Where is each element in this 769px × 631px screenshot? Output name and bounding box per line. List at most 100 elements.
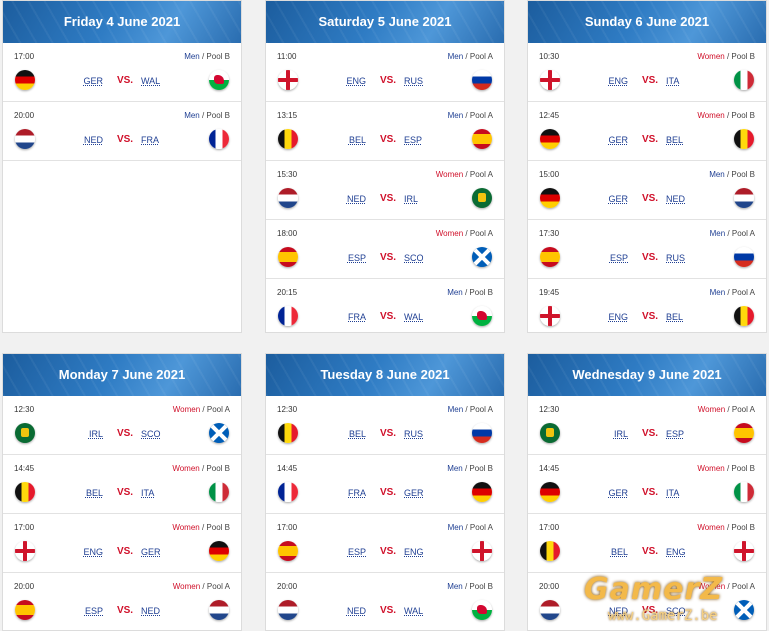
vs-label: VS.: [641, 134, 659, 145]
match-row[interactable]: 12:45 Women / Pool B GER VS. BEL: [528, 102, 766, 161]
away-team[interactable]: ITA: [666, 76, 680, 86]
home-team[interactable]: IRL: [88, 429, 103, 439]
vs-label: VS.: [641, 193, 659, 204]
match-row[interactable]: 12:30 Women / Pool A IRL VS. ESP: [528, 396, 766, 455]
away-flag-icon: [472, 482, 492, 502]
home-team[interactable]: GER: [608, 135, 628, 145]
vs-label: VS.: [379, 311, 397, 322]
home-team[interactable]: FRA: [348, 488, 366, 498]
home-team[interactable]: ENG: [346, 76, 366, 86]
away-team[interactable]: NED: [666, 194, 686, 204]
match-row[interactable]: 20:00 Men / Pool B NED VS. FRA: [3, 102, 241, 161]
home-flag-icon: [278, 188, 298, 208]
match-row[interactable]: 17:00 Men / Pool A ESP VS. ENG: [266, 514, 504, 573]
home-team[interactable]: ESP: [84, 606, 103, 616]
day-title: Monday 7 June 2021: [3, 354, 241, 396]
away-team[interactable]: IRL: [404, 194, 419, 204]
away-team[interactable]: RUS: [404, 429, 424, 439]
away-team[interactable]: SCO: [666, 606, 686, 616]
day-card-saturday: Saturday 5 June 2021 11:00 Men / Pool A EN…: [265, 0, 505, 333]
away-flag-icon: [472, 600, 492, 620]
away-team[interactable]: BEL: [666, 312, 684, 322]
away-team[interactable]: RUS: [666, 253, 686, 263]
home-team[interactable]: GER: [83, 76, 103, 86]
away-team[interactable]: ENG: [404, 547, 424, 557]
match-row[interactable]: 17:00 Men / Pool B GER VS. WAL: [3, 43, 241, 102]
vs-label: VS.: [641, 546, 659, 557]
match-row[interactable]: 12:30 Men / Pool A BEL VS. RUS: [266, 396, 504, 455]
match-category: Men / Pool B: [447, 464, 493, 473]
home-team[interactable]: IRL: [613, 429, 628, 439]
match-row[interactable]: 20:15 Men / Pool B FRA VS. WAL: [266, 279, 504, 332]
vs-label: VS.: [379, 428, 397, 439]
home-flag-icon: [278, 482, 298, 502]
match-row[interactable]: 13:15 Men / Pool A BEL VS. ESP: [266, 102, 504, 161]
match-row[interactable]: 14:45 Women / Pool B BEL VS. ITA: [3, 455, 241, 514]
home-team[interactable]: BEL: [348, 429, 366, 439]
match-row[interactable]: 15:00 Men / Pool B GER VS. NED: [528, 161, 766, 220]
away-team[interactable]: BEL: [666, 135, 684, 145]
away-flag-icon: [209, 70, 229, 90]
away-flag-icon: [734, 188, 754, 208]
match-row[interactable]: 20:00 Women / Pool A NED VS. SCO: [528, 573, 766, 630]
away-team[interactable]: SCO: [404, 253, 424, 263]
vs-label: VS.: [379, 605, 397, 616]
home-flag-icon: [15, 541, 35, 561]
home-team[interactable]: NED: [83, 135, 103, 145]
match-gender: Women: [697, 52, 725, 61]
match-row[interactable]: 20:00 Women / Pool A ESP VS. NED: [3, 573, 241, 630]
away-team[interactable]: FRA: [141, 135, 159, 145]
match-gender: Men: [709, 288, 726, 297]
away-team[interactable]: ITA: [141, 488, 155, 498]
match-row[interactable]: 17:00 Women / Pool B ENG VS. GER: [3, 514, 241, 573]
away-team[interactable]: RUS: [404, 76, 424, 86]
match-row[interactable]: 10:30 Women / Pool B ENG VS. ITA: [528, 43, 766, 102]
away-team[interactable]: SCO: [141, 429, 161, 439]
away-team[interactable]: WAL: [404, 312, 424, 322]
match-category: Men / Pool B: [184, 111, 230, 120]
home-team[interactable]: BEL: [610, 547, 628, 557]
home-team[interactable]: FRA: [348, 312, 366, 322]
home-team[interactable]: ESP: [347, 547, 366, 557]
home-team[interactable]: GER: [608, 194, 628, 204]
match-row[interactable]: 17:30 Men / Pool A ESP VS. RUS: [528, 220, 766, 279]
match-row[interactable]: 18:00 Women / Pool A ESP VS. SCO: [266, 220, 504, 279]
match-gender: Men: [447, 111, 464, 120]
match-gender: Men: [447, 52, 464, 61]
away-team[interactable]: GER: [404, 488, 424, 498]
match-row[interactable]: 19:45 Men / Pool A ENG VS. BEL: [528, 279, 766, 332]
away-flag-icon: [734, 600, 754, 620]
match-time: 12:30: [14, 405, 35, 414]
home-team[interactable]: ENG: [83, 547, 103, 557]
away-team[interactable]: ENG: [666, 547, 686, 557]
away-team[interactable]: WAL: [141, 76, 161, 86]
home-team[interactable]: ENG: [608, 76, 628, 86]
away-team[interactable]: ITA: [666, 488, 680, 498]
match-row[interactable]: 11:00 Men / Pool A ENG VS. RUS: [266, 43, 504, 102]
vs-label: VS.: [641, 487, 659, 498]
away-team[interactable]: GER: [141, 547, 161, 557]
home-team[interactable]: BEL: [348, 135, 366, 145]
home-team[interactable]: ESP: [347, 253, 366, 263]
away-team[interactable]: NED: [141, 606, 161, 616]
home-team[interactable]: ENG: [608, 312, 628, 322]
watermark-domain: www.GamerZ.be: [608, 608, 718, 624]
away-flag-icon: [472, 129, 492, 149]
away-team[interactable]: WAL: [404, 606, 424, 616]
match-row[interactable]: 14:45 Women / Pool B GER VS. ITA: [528, 455, 766, 514]
home-flag-icon: [278, 306, 298, 326]
match-row[interactable]: 12:30 Women / Pool A IRL VS. SCO: [3, 396, 241, 455]
away-team[interactable]: ESP: [666, 429, 685, 439]
match-row[interactable]: 14:45 Men / Pool B FRA VS. GER: [266, 455, 504, 514]
away-team[interactable]: ESP: [404, 135, 423, 145]
match-row[interactable]: 17:00 Women / Pool B BEL VS. ENG: [528, 514, 766, 573]
home-team[interactable]: NED: [608, 606, 628, 616]
match-row[interactable]: 15:30 Women / Pool A NED VS. IRL: [266, 161, 504, 220]
home-team[interactable]: NED: [346, 194, 366, 204]
match-row[interactable]: 20:00 Men / Pool B NED VS. WAL: [266, 573, 504, 630]
home-team[interactable]: ESP: [609, 253, 628, 263]
home-team[interactable]: BEL: [85, 488, 103, 498]
home-team[interactable]: GER: [608, 488, 628, 498]
match-pool: / Pool B: [726, 52, 755, 61]
home-team[interactable]: NED: [346, 606, 366, 616]
